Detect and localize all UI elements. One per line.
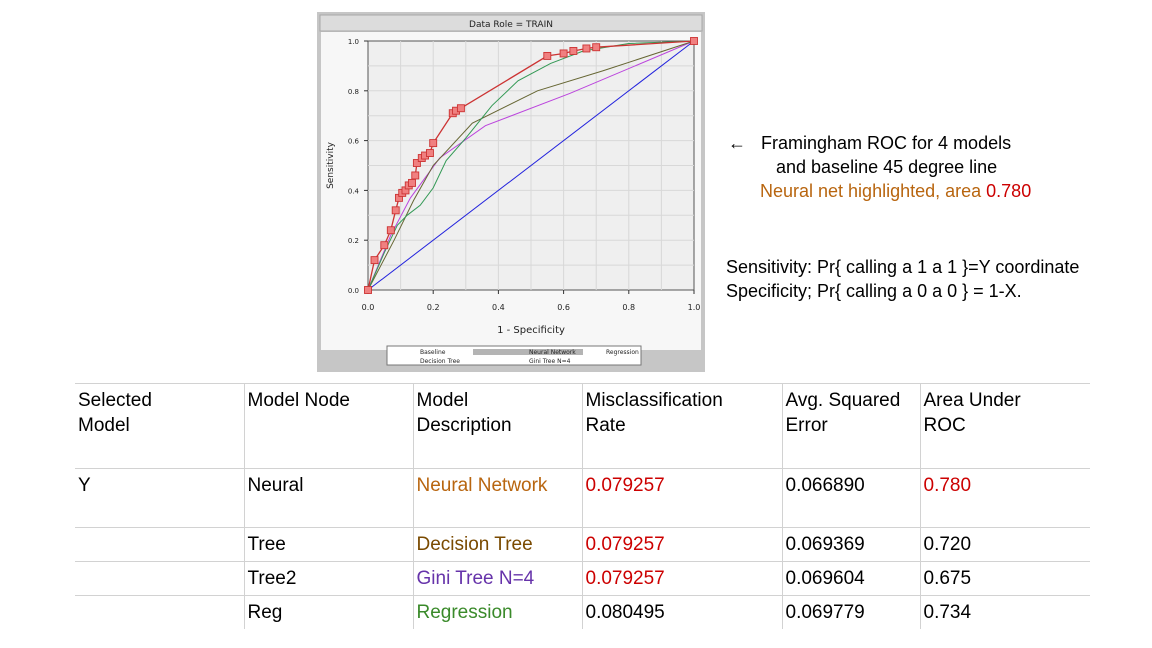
data-point-marker [543,51,552,60]
x-tick-label: 0.4 [492,303,505,312]
table-row: Y Neural Neural Network 0.079257 0.06689… [75,468,1090,528]
data-point-marker [569,47,578,55]
x-tick-label: 1.0 [688,303,701,312]
x-tick-label: 0.2 [427,303,440,312]
data-point-marker [364,286,372,294]
cell-node: Tree2 [243,561,414,596]
caption-line-1: ← Framingham ROC for 4 models [728,133,1012,153]
cell-selected [75,527,245,562]
table-row: Tree2 Gini Tree N=4 0.079257 0.069604 0.… [75,561,1090,596]
model-comparison-table: Selected Model Model Node Model Descriptio… [75,383,1090,629]
cell-node: Tree [243,527,414,562]
header-selected-model: Selected Model [75,383,245,469]
roc-caption: ← Framingham ROC for 4 models and baseli… [728,131,1031,203]
legend-item-baseline: Baseline [420,349,446,356]
data-point-marker [370,256,379,265]
header-misclassification-rate: Misclassification Rate [581,383,783,469]
data-point-marker [391,206,400,215]
cell-node: Reg [243,595,414,629]
legend-item-neural: Neural Network [529,349,576,356]
y-tick-label: 0.4 [348,187,360,195]
data-point-marker [690,37,698,45]
cell-selected: Y [75,468,245,528]
cell-ase: 0.069369 [781,527,921,562]
cell-misclassification: 0.079257 [581,561,783,596]
cell-roc: 0.720 [919,527,1090,562]
data-point-marker [380,241,389,250]
series-line-regression [367,40,695,291]
table-row: Reg Regression 0.080495 0.069779 0.734 [75,595,1090,629]
y-axis-label: Sensitivity [326,141,336,189]
series-line-tree [367,40,695,291]
cell-misclassification: 0.079257 [581,527,783,562]
x-axis-label: 1 - Specificity [497,325,565,336]
data-point-marker [408,178,416,187]
y-tick-label: 0.0 [348,287,359,295]
chart-title-bar [319,14,703,32]
cell-roc: 0.734 [919,595,1090,629]
cell-misclassification: 0.080495 [581,595,783,629]
cell-roc: 0.675 [919,561,1090,596]
caption-line-3: Neural net highlighted, area 0.780 [760,181,1032,201]
data-point-marker [412,159,421,167]
caption-line-2: and baseline 45 degree line [776,157,998,177]
cell-description: Gini Tree N=4 [412,561,583,596]
definitions: Sensitivity: Pr{ calling a 1 a 1 }=Y coo… [726,255,1079,303]
data-point-marker [592,43,601,52]
x-tick-label: 0.0 [362,303,375,312]
x-tick-label: 0.8 [622,303,635,312]
caption-area-value: 0.780 [986,181,1032,201]
cell-roc: 0.780 [919,468,1090,528]
cell-ase: 0.066890 [781,468,921,528]
y-tick-label: 1.0 [348,38,359,46]
y-tick-label: 0.2 [348,237,359,245]
legend-item-gini: Gini Tree N=4 [529,358,571,365]
data-point-marker [456,104,465,113]
cell-ase: 0.069779 [781,595,921,629]
data-point-marker [429,139,438,148]
data-point-marker [411,171,420,180]
legend-item-tree: Decision Tree [420,358,460,365]
table-header-row: Selected Model Model Node Model Descriptio… [75,383,1090,469]
table-row: Tree Decision Tree 0.079257 0.069369 0.7… [75,527,1090,562]
header-avg-squared-error: Avg. Squared Error [781,383,921,469]
header-area-under-roc: Area Under ROC [919,383,1090,469]
x-tick-label: 0.6 [557,303,570,312]
cell-description: Neural Network [412,468,583,528]
data-point-marker [386,226,395,235]
cell-description: Decision Tree [412,527,583,562]
cell-description: Regression [412,595,583,629]
cell-misclassification: 0.079257 [581,468,783,528]
series-line-baseline [367,40,695,291]
cell-node: Neural [243,468,414,528]
header-model-description: Model Description [412,383,583,469]
y-tick-label: 0.8 [348,88,359,96]
legend-highlight [473,349,583,355]
legend-item-regression: Regression [606,349,639,356]
specificity-definition: Specificity; Pr{ calling a 0 a 0 } = 1-X… [726,281,1022,301]
roc-chart-panel: Data Role = TRAIN 0.0 0.2 0.4 0.6 0.8 1.0 0.0 0.… [317,12,705,372]
data-point-marker [582,44,591,53]
cell-selected [75,595,245,629]
cell-ase: 0.069604 [781,561,921,596]
roc-chart: Data Role = TRAIN 0.0 0.2 0.4 0.6 0.8 1.0 0.0 0.… [319,14,703,366]
header-model-node: Model Node [243,383,414,469]
cell-selected [75,561,245,596]
left-arrow-icon: ← [728,133,746,153]
data-point-marker [425,149,434,158]
y-tick-label: 0.6 [348,138,360,146]
data-point-marker [559,49,568,58]
sensitivity-definition: Sensitivity: Pr{ calling a 1 a 1 }=Y coo… [726,257,1080,277]
chart-title: Data Role = TRAIN [469,20,553,30]
